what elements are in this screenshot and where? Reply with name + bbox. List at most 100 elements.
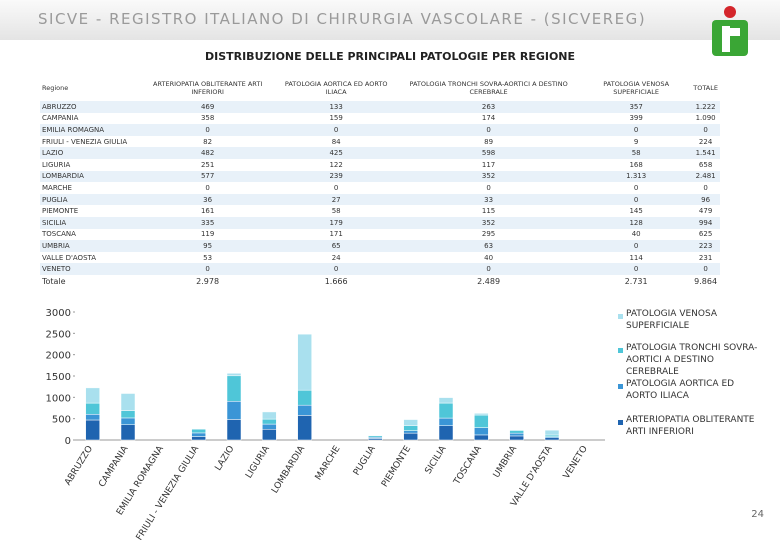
y-tick-label: 2500 — [46, 329, 71, 340]
y-tick-label: 2000 — [46, 351, 71, 362]
x-tick-label: CAMPANIA — [97, 444, 131, 490]
table-cell: 231 — [698, 253, 713, 262]
table-cell: 36 — [139, 193, 277, 206]
table-cell: 352 — [396, 216, 582, 229]
legend-swatch — [618, 384, 623, 389]
bar-segment — [509, 432, 524, 437]
table-cell: 0 — [703, 183, 708, 192]
table-cell: 1.666 — [276, 274, 397, 289]
table-cell: 159 — [329, 114, 343, 123]
bar-segment — [120, 424, 136, 441]
table-cell: 95 — [139, 240, 277, 252]
x-tick-label: LIGURIA — [244, 444, 272, 481]
x-tick-label: TOSCANA — [452, 444, 485, 488]
table-cell: 96 — [691, 193, 720, 206]
table-row: LIGURIA 251 122 117 168 658 — [40, 159, 720, 171]
table-cell: 223 — [691, 240, 720, 252]
page-number: 24 — [751, 509, 764, 520]
table-cell: 425 — [276, 147, 397, 159]
table-cell: ARTERIOPATIA OBLITERANTE ARTI INFERIORI — [153, 79, 263, 96]
table-cell: 119 — [200, 230, 215, 239]
x-tick-label: FRIULI - VENEZIA GIULIA — [135, 444, 202, 540]
y-tick-label: 1500 — [46, 372, 71, 383]
bar-segment — [403, 432, 418, 441]
table-cell: LAZIO — [40, 147, 139, 159]
legend-item: PATOLOGIA AORTICA ED AORTO ILIACA — [626, 379, 735, 401]
table-cell: 33 — [396, 193, 582, 206]
bar-segment — [438, 402, 454, 419]
table-cell: SICILIA — [40, 216, 139, 229]
table-cell: 114 — [629, 253, 643, 262]
page-title: SICVE - REGISTRO ITALIANO DI CHIRURGIA V… — [38, 10, 647, 28]
table-cell: TOSCANA — [42, 230, 76, 239]
table-row: MARCHE 0 0 0 0 0 — [40, 182, 720, 194]
bar-segment — [368, 435, 383, 438]
table-row: VALLE D'AOSTA 53 24 40 114 231 — [40, 252, 720, 264]
bar-segment — [297, 389, 312, 406]
x-tick-label: SICILIA — [424, 444, 449, 476]
table-row: Totale 2.978 1.666 2.489 2.731 9.864 — [40, 274, 720, 289]
table-row: CAMPANIA 358 159 174 399 1.090 — [40, 113, 720, 125]
table-cell: 63 — [396, 240, 582, 252]
table-cell: 469 — [139, 101, 277, 113]
bar-segment — [438, 417, 454, 426]
legend-swatch — [618, 314, 623, 319]
subtitle: DISTRIBUZIONE DELLE PRINCIPALI PATOLOGIE… — [204, 50, 576, 63]
table-row: LOMBARDIA 577 239 352 1.313 2.481 — [40, 170, 720, 183]
x-tick-label: LOMBARDIA — [270, 444, 307, 496]
table-cell: PATOLOGIA VENOSA SUPERFICIALE — [603, 79, 670, 96]
table-row: SICILIA 335 179 352 128 994 — [40, 216, 720, 229]
table-cell: 295 — [481, 230, 496, 239]
table-cell: 133 — [276, 101, 397, 113]
table-cell: 122 — [329, 160, 343, 169]
legend-label: PATOLOGIA AORTICA ED AORTO ILIACA — [626, 379, 735, 401]
table-cell: 145 — [629, 207, 643, 216]
table-cell: PATOLOGIA AORTICA ED AORTO ILIACA — [284, 79, 388, 96]
table-row: UMBRIA 95 65 63 0 223 — [40, 240, 720, 252]
table-cell: 1.541 — [691, 147, 720, 159]
table-cell: 117 — [481, 160, 496, 169]
table-cell: 598 — [396, 147, 582, 159]
table-cell: 0 — [276, 263, 397, 275]
legend-label: ARTERIOPATIA OBLITERANTE ARTI INFERIORI — [626, 415, 755, 437]
table-cell: Totale — [40, 274, 139, 289]
table-cell: 0 — [333, 183, 339, 192]
bar-segment — [262, 418, 277, 425]
bar-segment — [262, 429, 277, 441]
table-cell: 1.090 — [695, 114, 716, 123]
table-cell: 399 — [629, 114, 643, 123]
x-tick-label: PUGLIA — [352, 444, 378, 478]
bar-segment — [544, 437, 560, 441]
table-row: PIEMONTE 161 58 115 145 479 — [40, 205, 720, 217]
bar-segment — [474, 413, 489, 416]
table-cell: 65 — [276, 240, 397, 252]
bar-segment — [403, 425, 418, 431]
logo — [712, 6, 748, 56]
table-cell: 263 — [396, 101, 582, 113]
table-cell: 994 — [691, 216, 720, 229]
table-cell: LIGURIA — [42, 160, 71, 169]
table-cell: 1.313 — [581, 170, 692, 183]
table-cell: 0 — [396, 124, 582, 136]
table-cell: VENETO — [40, 263, 139, 275]
table-row: LAZIO 482 425 598 58 1.541 — [40, 147, 720, 159]
bar-segment — [85, 414, 100, 421]
table-row: VENETO 0 0 0 0 0 — [40, 263, 720, 275]
legend-label: PATOLOGIA TRONCHI SOVRA-AORTICI A DESTIN… — [626, 343, 758, 377]
table-cell: PATOLOGIA TRONCHI SOVRA-AORTICI A DESTIN… — [409, 79, 568, 96]
bar-segment — [226, 401, 242, 420]
table-cell: 9.864 — [691, 274, 720, 289]
bar-segment — [438, 425, 454, 441]
x-tick-label: PIEMONTE — [380, 444, 413, 489]
table-cell: 658 — [698, 160, 713, 169]
table-cell: 58 — [331, 207, 341, 216]
bar-segment — [403, 430, 418, 434]
table-row: EMILIA ROMAGNA 0 0 0 0 0 — [40, 124, 720, 136]
legend-label: PATOLOGIA VENOSA SUPERFICIALE — [626, 309, 718, 331]
bar-segment — [226, 375, 242, 402]
table-cell: ABRUZZO — [40, 101, 139, 113]
table-cell: FRIULI - VENEZIA GIULIA — [42, 137, 128, 146]
table-cell: 0 — [581, 124, 692, 136]
y-tick-label: 3000 — [46, 308, 71, 319]
